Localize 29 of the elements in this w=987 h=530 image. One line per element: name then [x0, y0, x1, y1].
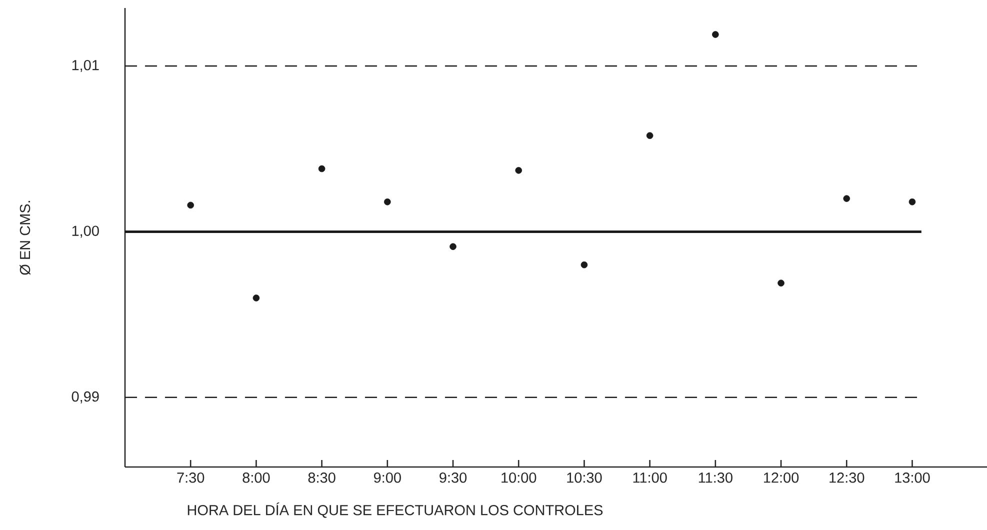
x-tick-label: 10:00 [502, 472, 536, 483]
x-tick-label: 9:00 [374, 472, 401, 483]
point [318, 165, 326, 172]
point [515, 166, 522, 174]
point [646, 132, 654, 139]
x-tick-label: 12:30 [830, 472, 864, 483]
x-axis-title: HORA DEL DÍA EN QUE SE EFECTUARON LOS CONTROLES [188, 502, 603, 518]
x-tick-label: 8:00 [242, 472, 270, 483]
y-tick-label: 0,99 [72, 391, 99, 404]
x-tick-label: 13:00 [895, 472, 930, 483]
y-tick-label: 1,01 [72, 60, 99, 72]
x-tick-label: 9:30 [440, 472, 467, 483]
x-tick-label: 10:30 [567, 472, 602, 483]
x-tick-label: 7:30 [177, 472, 204, 483]
point [252, 294, 260, 302]
x-tick-label: 11:30 [698, 472, 732, 483]
point [384, 198, 391, 206]
point [187, 202, 194, 209]
point [778, 280, 784, 286]
point [908, 198, 916, 206]
point [580, 261, 588, 268]
x-tick-label: 11:00 [633, 472, 667, 483]
y-axis-title: Ø EN CMS. [20, 200, 30, 275]
x-tick-label: 8:30 [308, 472, 336, 483]
point [712, 31, 719, 38]
point [843, 195, 850, 202]
point [450, 243, 456, 250]
y-tick-label: 1,00 [72, 226, 99, 238]
x-tick-label: 12:00 [764, 472, 799, 483]
